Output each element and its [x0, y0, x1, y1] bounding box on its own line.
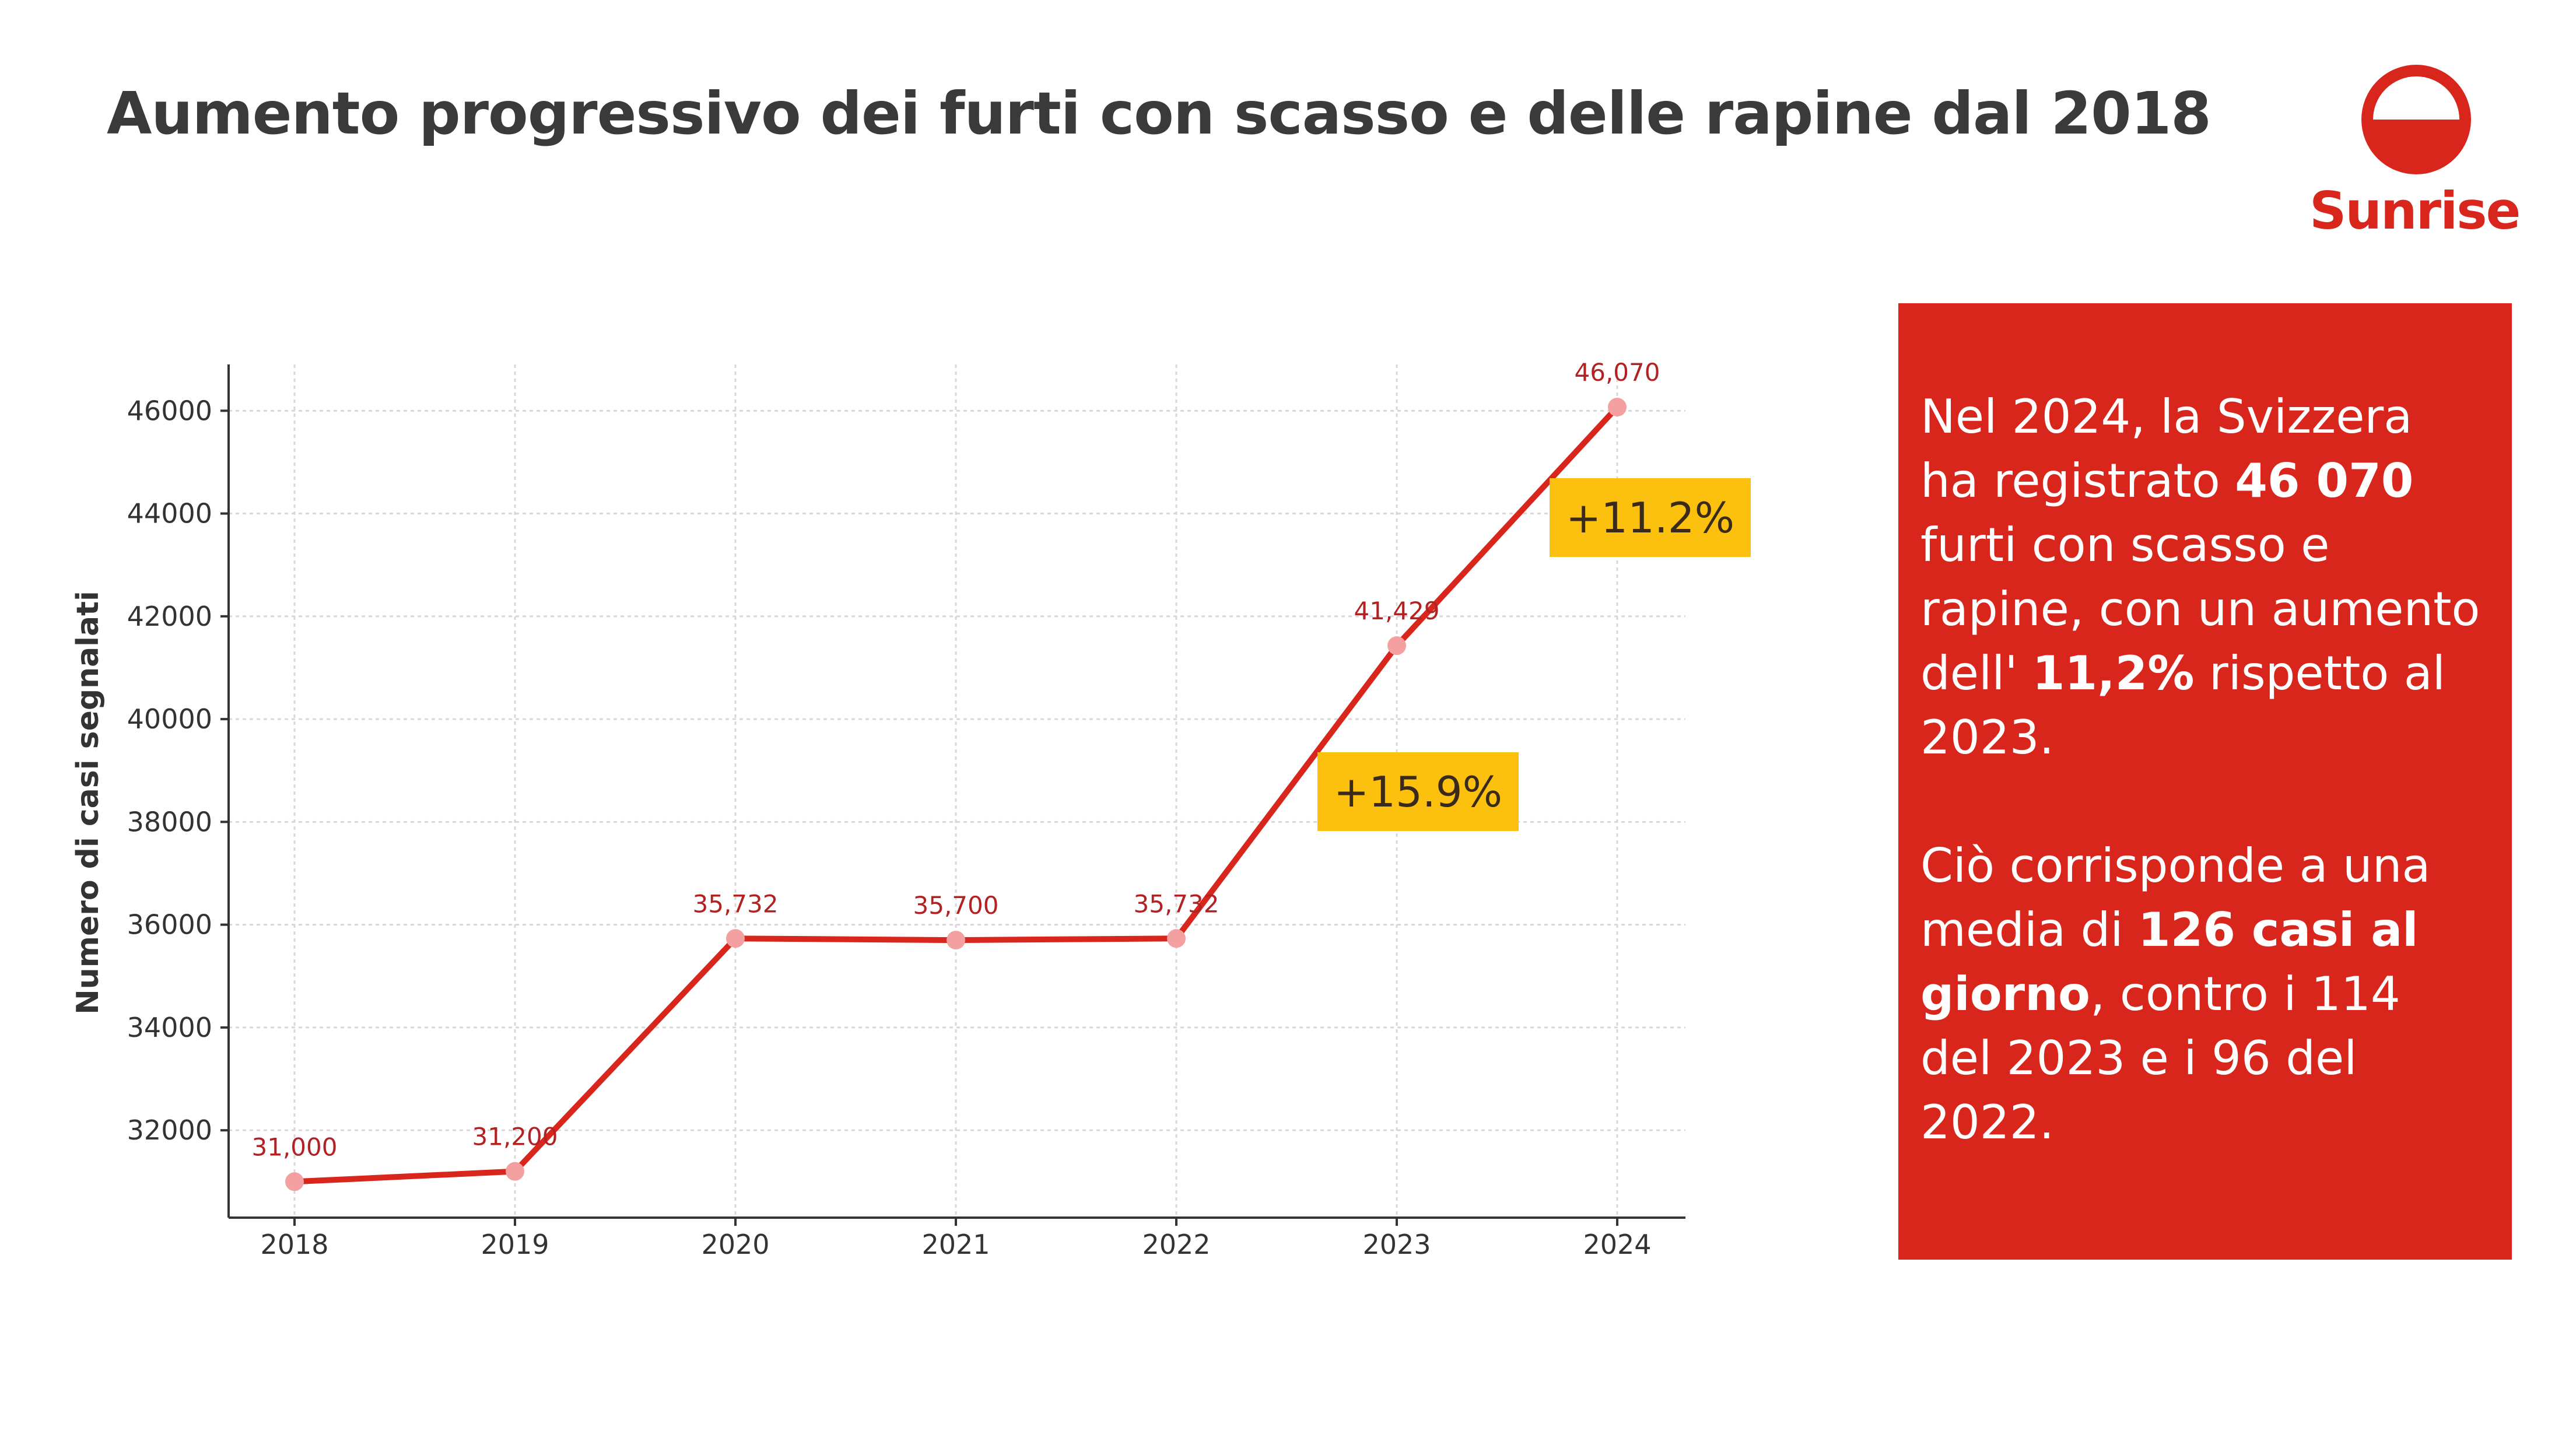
- data-point: [1167, 929, 1186, 948]
- y-axis-label: Numero di casi segnalati: [71, 591, 106, 1015]
- info-text: rispetto al 2023.: [1920, 646, 2446, 765]
- info-text: furti con scasso e rapine, con un aument…: [1920, 518, 2480, 700]
- x-tick-label: 2022: [1142, 1229, 1210, 1260]
- x-tick-label: 2021: [921, 1229, 990, 1260]
- y-tick-label: 40000: [127, 703, 212, 735]
- info-paragraph-2: Ciò corrisponde a una media di 126 casi …: [1920, 834, 2483, 1155]
- info-highlight: 11,2%: [2032, 646, 2195, 700]
- y-tick-label: 32000: [127, 1114, 212, 1146]
- x-tick-label: 2018: [260, 1229, 328, 1260]
- logo-text: Sunrise: [2309, 181, 2521, 241]
- info-box: Nel 2024, la Svizzera ha registrato 46 0…: [1898, 303, 2512, 1260]
- info-text: Nel 2024, la Svizzera ha registrato: [1920, 390, 2413, 508]
- data-point: [947, 931, 965, 950]
- data-point: [285, 1172, 304, 1191]
- x-tick-label: 2019: [481, 1229, 549, 1260]
- data-point: [1608, 398, 1627, 417]
- y-tick-label: 36000: [127, 909, 212, 941]
- info-text: , contro i 114 del 2023 e i 96 del 2022.: [1920, 967, 2400, 1149]
- data-label: 35,732: [693, 889, 779, 918]
- info-highlight: 46 070: [2235, 454, 2414, 508]
- page-title: Aumento progressivo dei furti con scasso…: [107, 79, 2211, 148]
- y-tick-label: 38000: [127, 806, 212, 837]
- data-label: 31,200: [472, 1123, 558, 1151]
- y-tick-label: 42000: [127, 601, 212, 632]
- data-label: 35,700: [913, 891, 999, 920]
- x-tick-label: 2020: [701, 1229, 769, 1260]
- x-tick-label: 2023: [1362, 1229, 1431, 1260]
- data-label: 46,070: [1575, 358, 1660, 387]
- data-point: [506, 1162, 524, 1181]
- y-tick-label: 44000: [127, 498, 212, 530]
- growth-badge-2024: +11.2%: [1550, 478, 1751, 557]
- growth-badge-2023: +15.9%: [1317, 752, 1519, 831]
- info-highlight: 126 casi al giorno: [1920, 903, 2419, 1021]
- y-tick-label: 46000: [127, 395, 212, 426]
- sunrise-logo-icon: [2361, 65, 2471, 174]
- info-paragraph-1: Nel 2024, la Svizzera ha registrato 46 0…: [1920, 385, 2483, 770]
- data-point: [726, 929, 745, 948]
- data-point: [1387, 636, 1406, 655]
- data-label: 31,000: [252, 1133, 338, 1161]
- data-label: 35,732: [1134, 889, 1219, 918]
- info-text: Ciò corrisponde a una media di: [1920, 839, 2431, 957]
- line-chart: 32000 34000 36000 38000 40000 42000 44000 46000…: [71, 358, 1685, 1260]
- x-tick-label: 2024: [1583, 1229, 1651, 1260]
- sunrise-logo: Sunrise: [2309, 64, 2521, 257]
- data-label: 41,429: [1354, 597, 1440, 625]
- y-tick-label: 34000: [127, 1012, 212, 1043]
